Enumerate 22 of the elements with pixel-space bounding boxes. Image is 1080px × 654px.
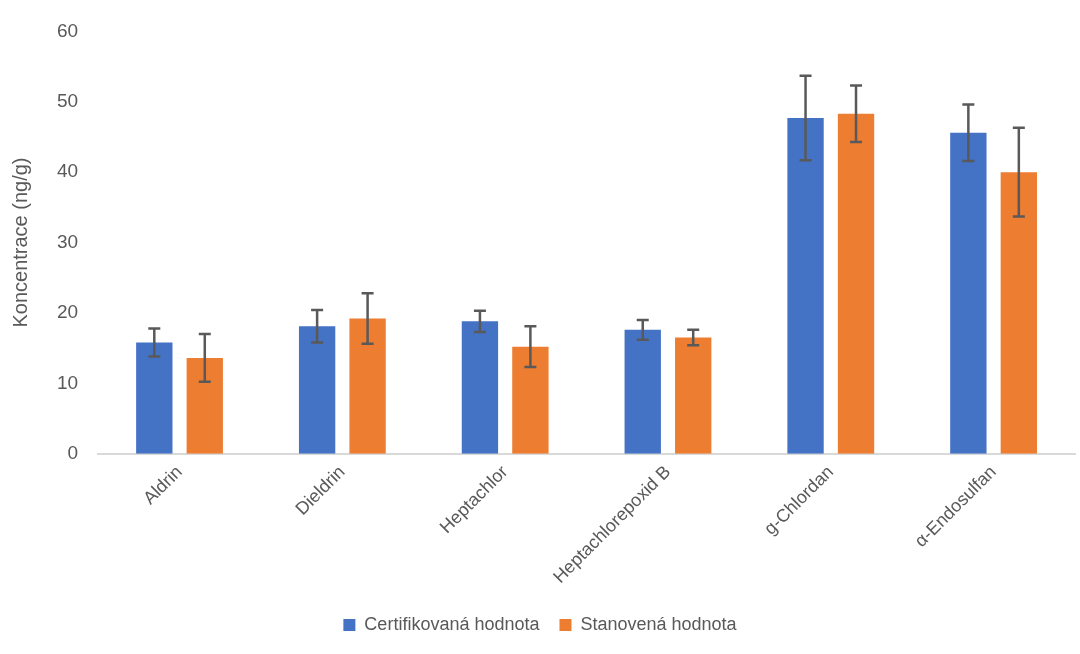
legend-label: Certifikovaná hodnota	[364, 613, 541, 634]
y-tick-label: 30	[56, 230, 79, 252]
bar	[787, 117, 824, 454]
bar	[298, 326, 336, 454]
bar	[1000, 172, 1037, 454]
y-axis-title: Koncentrace (ng/g)	[8, 157, 31, 328]
y-tick-label: 60	[56, 19, 79, 41]
bar	[837, 113, 875, 454]
bar	[136, 342, 173, 454]
bar	[461, 321, 499, 454]
bar	[675, 337, 712, 454]
bar	[349, 318, 386, 454]
y-tick-label: 40	[56, 160, 79, 182]
y-tick-label: 10	[56, 371, 79, 393]
y-tick-label: 20	[56, 301, 79, 323]
legend-label: Stanovená hodnota	[580, 613, 738, 634]
bar	[950, 132, 987, 454]
y-tick-label: 50	[56, 90, 79, 112]
bar	[186, 357, 223, 454]
bar	[512, 346, 549, 454]
bar	[624, 329, 661, 454]
y-tick-label: 0	[67, 441, 79, 463]
